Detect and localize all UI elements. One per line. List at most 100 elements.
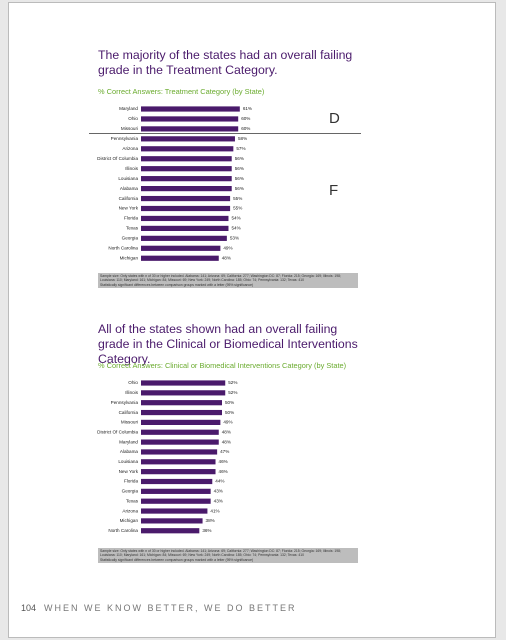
bar [141, 390, 226, 396]
note-line: Sample size: Only states with n of 30 or… [100, 274, 341, 283]
value-label: 57% [236, 146, 245, 151]
value-label: 49% [223, 246, 232, 251]
category-label: Maryland [119, 439, 138, 444]
bar [141, 225, 229, 231]
value-label: 44% [215, 479, 224, 484]
category-label: Pennsylvania [111, 400, 139, 405]
grade-letter: F [329, 182, 338, 199]
bar [141, 439, 219, 445]
value-label: 38% [206, 518, 215, 523]
value-label: 60% [241, 116, 250, 121]
bar [141, 409, 222, 416]
bar [141, 205, 231, 212]
category-label: Texas [126, 226, 139, 231]
chart-note: Sample size: Only states with n of 30 or… [98, 273, 358, 289]
category-label: California [119, 196, 139, 201]
value-label: 52% [228, 390, 237, 395]
value-label: 47% [220, 449, 229, 454]
bar [141, 136, 235, 142]
value-label: 56% [235, 186, 244, 191]
bar [141, 166, 232, 172]
bar [141, 449, 218, 455]
value-label: 58% [238, 136, 247, 141]
bar [141, 400, 222, 406]
bar [141, 235, 227, 241]
category-label: Ohio [128, 116, 138, 121]
value-label: 48% [222, 255, 231, 260]
bar [141, 419, 221, 425]
bar [141, 245, 221, 251]
value-label: 55% [233, 206, 242, 211]
footer-text: WHEN WE KNOW BETTER, WE DO BETTER [44, 603, 297, 613]
value-label: 56% [235, 166, 244, 171]
category-label: California [119, 410, 139, 415]
chart-subtitle: % Correct Answers: Treatment Category (b… [98, 87, 265, 96]
bar [141, 469, 216, 475]
value-label: 43% [214, 489, 223, 494]
value-label: 41% [210, 508, 219, 513]
note-line: Sample size: Only states with n of 30 or… [100, 549, 341, 558]
category-label: Georgia [122, 489, 139, 494]
bar [141, 459, 216, 465]
bar [141, 429, 219, 435]
bar [141, 126, 239, 132]
value-label: 55% [233, 196, 242, 201]
value-label: 50% [225, 410, 234, 415]
value-label: 52% [228, 380, 237, 385]
bar [141, 528, 200, 534]
value-label: 43% [214, 498, 223, 503]
category-label: Georgia [122, 236, 139, 241]
value-label: 48% [222, 429, 231, 434]
value-label: 36% [202, 528, 211, 533]
bar [141, 508, 208, 514]
grade-letter: D [329, 110, 340, 127]
page-number: 104 [21, 603, 37, 613]
bar [141, 116, 239, 122]
category-label: Ohio [128, 380, 138, 385]
bar [141, 215, 229, 222]
chart-subtitle: % Correct Answers: Clinical or Biomedica… [98, 361, 347, 370]
category-label: Arizona [122, 146, 138, 151]
category-label: Texas [126, 498, 139, 503]
category-label: Alabama [120, 449, 139, 454]
chart-note: Sample size: Only states with n of 30 or… [98, 548, 358, 564]
category-label: Louisiana [118, 176, 138, 181]
bar [141, 156, 232, 162]
value-label: 54% [231, 216, 240, 221]
bar [141, 255, 219, 261]
category-label: Alabama [120, 186, 139, 191]
category-label: Illinois [125, 390, 138, 395]
bar [141, 195, 231, 202]
category-label: Florida [124, 216, 138, 221]
value-label: 60% [241, 126, 250, 131]
page: 104 WHEN WE KNOW BETTER, WE DO BETTER Mar… [8, 2, 496, 638]
value-label: 46% [219, 459, 228, 464]
bar [141, 186, 232, 192]
category-label: Louisiana [118, 459, 138, 464]
value-label: 50% [225, 400, 234, 405]
note-line: Statistically significant differences be… [100, 282, 254, 287]
value-label: 61% [243, 106, 252, 111]
category-label: New York [119, 469, 139, 474]
category-label: Arizona [122, 508, 138, 513]
bar [141, 488, 211, 494]
bar [141, 478, 213, 485]
category-label: North Carolina [108, 246, 138, 251]
category-label: North Carolina [108, 528, 138, 533]
value-label: 49% [223, 420, 232, 425]
value-label: 54% [231, 226, 240, 231]
bar [141, 106, 240, 112]
category-label: Florida [124, 479, 138, 484]
value-label: 56% [235, 156, 244, 161]
value-label: 48% [222, 439, 231, 444]
category-label: Michigan [120, 518, 139, 523]
bar [141, 146, 234, 152]
bar [141, 498, 211, 504]
category-label: Missouri [121, 420, 138, 425]
bar [141, 518, 203, 524]
bar [141, 380, 226, 386]
category-label: Illinois [125, 166, 138, 171]
footer: 104 WHEN WE KNOW BETTER, WE DO BETTER [21, 603, 297, 613]
category-label: Pennsylvania [111, 136, 139, 141]
